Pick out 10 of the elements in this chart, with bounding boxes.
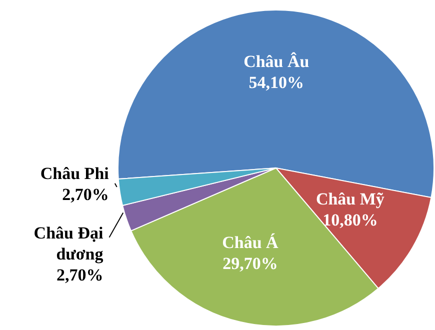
slice-label: Châu Mỹ	[316, 189, 385, 208]
slice-label: Châu Phi	[40, 163, 110, 182]
data-label: 54,10%	[248, 72, 304, 92]
data-label: 2,70%	[56, 264, 104, 284]
data-label: 10,80%	[322, 210, 378, 230]
slice-label: Châu Á	[222, 232, 280, 252]
slice-label: Châu Đại dương	[34, 222, 104, 263]
data-label: 2,70%	[62, 184, 109, 204]
slice-label: Châu Âu	[244, 52, 310, 71]
data-label: 29,70%	[222, 253, 278, 272]
